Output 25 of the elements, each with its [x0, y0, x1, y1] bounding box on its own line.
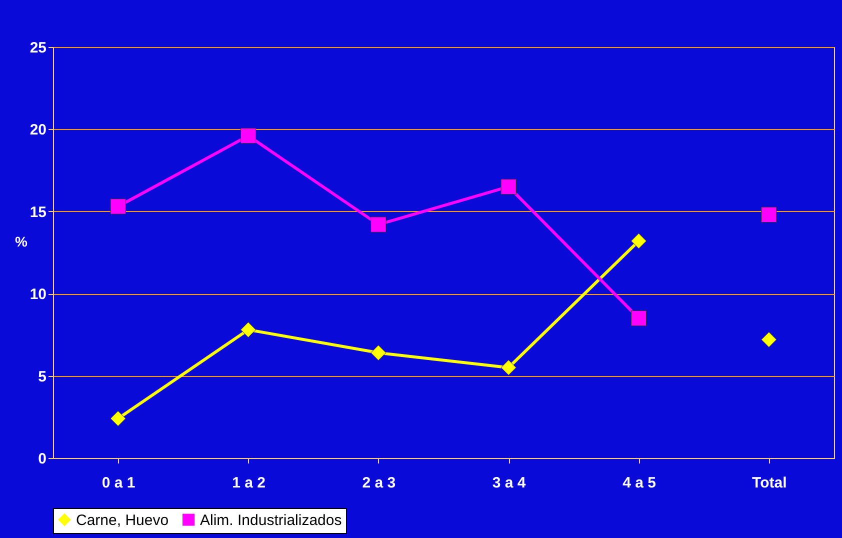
y-tick-label: 15	[30, 204, 46, 221]
point	[630, 233, 647, 249]
point	[370, 216, 386, 232]
x-tick-label: 1 a 2	[232, 474, 266, 492]
point	[500, 360, 516, 376]
point	[630, 310, 647, 326]
x-tick-label: 4 a 5	[622, 474, 656, 492]
point	[240, 322, 256, 338]
y-tick-label: 25	[30, 40, 46, 56]
x-tick-label: Total	[752, 474, 787, 492]
legend-label: Carne, Huevo	[76, 512, 169, 529]
point	[240, 128, 256, 144]
legend-label: Alim. Industrializados	[200, 512, 342, 529]
y-tick-label: 0	[38, 450, 46, 468]
point	[370, 344, 386, 361]
y-tick-label: 10	[30, 286, 46, 304]
y-axis-title: %	[15, 234, 28, 250]
y-tick-label: 5	[38, 368, 46, 386]
y-tick-label: 20	[30, 122, 46, 139]
point	[110, 410, 126, 426]
point	[110, 198, 126, 214]
point	[500, 178, 516, 195]
x-tick-label: 2 a 3	[362, 474, 396, 492]
x-tick-label: 0 a 1	[102, 474, 136, 492]
x-tick-label: 3 a 4	[492, 474, 526, 492]
